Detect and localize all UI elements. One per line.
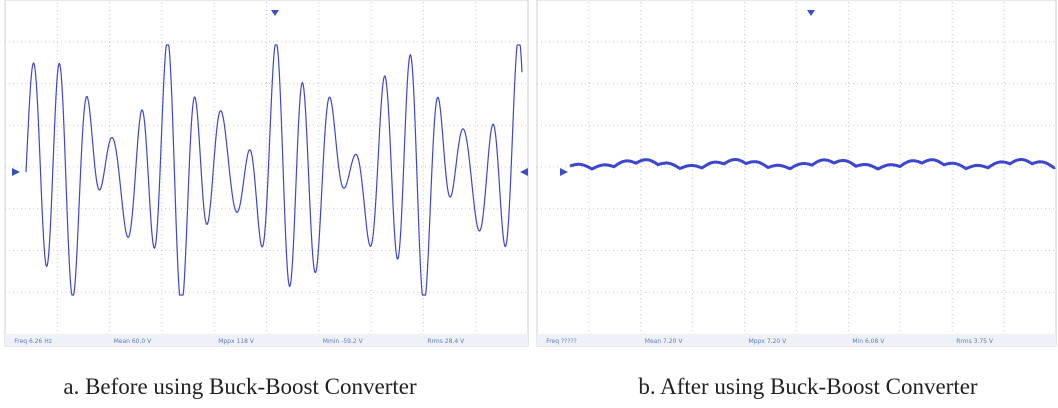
caption: b. After using Buck-Boost Converter <box>638 374 978 399</box>
readout: Mean 7.20 V <box>645 338 684 345</box>
readout: Freq ????? <box>546 338 577 345</box>
figure: a. Before using Buck-Boost Converter b. … <box>0 0 1058 408</box>
readout: Mppx 118 V <box>218 338 255 345</box>
caption: a. Before using Buck-Boost Converter <box>63 374 417 399</box>
readout: Mppx 7.20 V <box>749 338 788 345</box>
readout: Rrms 3.75 V <box>956 338 994 345</box>
readout: Mean 60.0 V <box>114 338 153 345</box>
readout: Mmin -59.2 V <box>323 338 364 345</box>
readout: Min 6.08 V <box>852 338 885 345</box>
readout: Rrms 28.4 V <box>427 338 465 345</box>
readout: Freq 6.26 Hz <box>14 338 52 345</box>
